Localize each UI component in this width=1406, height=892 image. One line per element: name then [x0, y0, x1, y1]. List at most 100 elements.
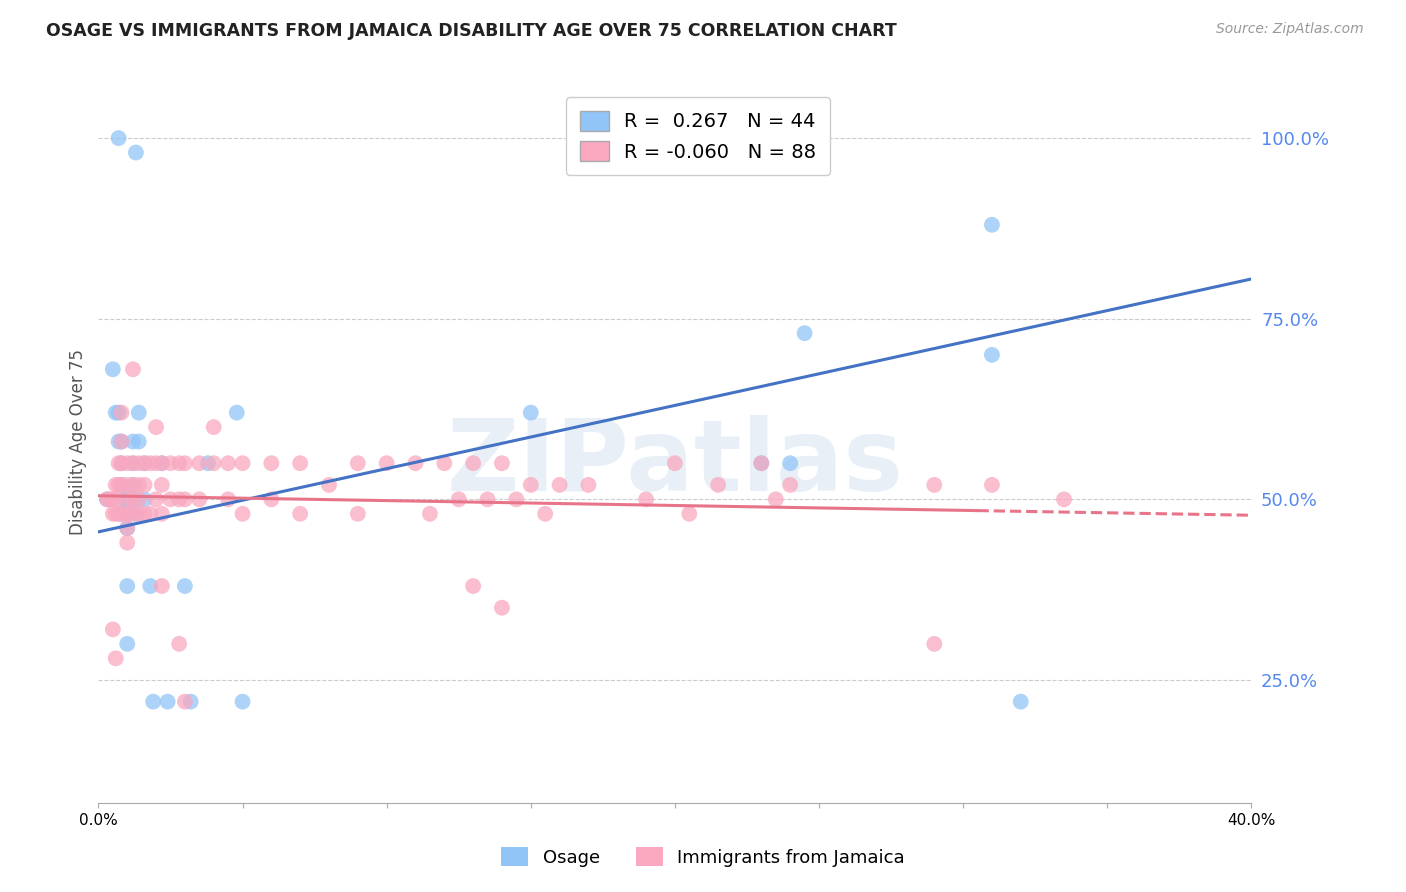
Point: [150, 579, 173, 593]
Point: [107, 434, 129, 449]
Point: [96, 492, 118, 507]
Point: [122, 456, 145, 470]
Point: [117, 507, 139, 521]
Point: [505, 492, 527, 507]
Point: [117, 478, 139, 492]
Point: [520, 478, 543, 492]
Legend: R =  0.267   N = 44, R = -0.060   N = 88: R = 0.267 N = 44, R = -0.060 N = 88: [567, 97, 830, 175]
Y-axis label: Disability Age Over 75: Disability Age Over 75: [69, 349, 87, 534]
Point: [107, 478, 129, 492]
Point: [477, 492, 499, 507]
Point: [375, 456, 398, 470]
Point: [981, 218, 1004, 232]
Point: [117, 521, 139, 535]
Point: [134, 507, 156, 521]
Point: [98, 492, 121, 507]
Point: [101, 507, 124, 521]
Point: [134, 456, 156, 470]
Point: [107, 456, 129, 470]
Point: [159, 456, 181, 470]
Point: [128, 406, 150, 420]
Point: [110, 434, 132, 449]
Point: [150, 456, 173, 470]
Point: [461, 456, 484, 470]
Point: [117, 492, 139, 507]
Point: [779, 478, 801, 492]
Point: [145, 492, 167, 507]
Point: [110, 478, 132, 492]
Point: [104, 507, 127, 521]
Point: [981, 348, 1004, 362]
Point: [678, 507, 700, 521]
Point: [110, 507, 132, 521]
Point: [664, 456, 686, 470]
Point: [142, 695, 165, 709]
Point: [117, 456, 139, 470]
Point: [231, 456, 254, 470]
Point: [447, 492, 470, 507]
Point: [122, 456, 145, 470]
Point: [117, 507, 139, 521]
Text: Source: ZipAtlas.com: Source: ZipAtlas.com: [1216, 22, 1364, 37]
Point: [117, 492, 139, 507]
Point: [110, 456, 132, 470]
Point: [110, 406, 132, 420]
Point: [260, 492, 283, 507]
Point: [167, 492, 190, 507]
Point: [520, 406, 543, 420]
Point: [117, 492, 139, 507]
Point: [101, 623, 124, 637]
Point: [346, 456, 368, 470]
Point: [765, 492, 787, 507]
Point: [107, 406, 129, 420]
Point: [167, 456, 190, 470]
Point: [1010, 695, 1032, 709]
Point: [139, 456, 162, 470]
Point: [225, 406, 247, 420]
Point: [104, 406, 127, 420]
Point: [188, 456, 211, 470]
Point: [104, 492, 127, 507]
Point: [924, 637, 946, 651]
Text: OSAGE VS IMMIGRANTS FROM JAMAICA DISABILITY AGE OVER 75 CORRELATION CHART: OSAGE VS IMMIGRANTS FROM JAMAICA DISABIL…: [46, 22, 897, 40]
Point: [981, 478, 1004, 492]
Point: [110, 478, 132, 492]
Point: [346, 507, 368, 521]
Point: [128, 507, 150, 521]
Point: [405, 456, 427, 470]
Point: [122, 507, 145, 521]
Point: [461, 579, 484, 593]
Point: [174, 456, 197, 470]
Point: [117, 492, 139, 507]
Point: [159, 492, 181, 507]
Point: [491, 600, 513, 615]
Point: [197, 456, 219, 470]
Point: [101, 492, 124, 507]
Point: [122, 434, 145, 449]
Point: [110, 507, 132, 521]
Point: [117, 637, 139, 651]
Point: [150, 478, 173, 492]
Point: [636, 492, 658, 507]
Point: [202, 420, 225, 434]
Point: [751, 456, 773, 470]
Point: [122, 478, 145, 492]
Point: [217, 492, 239, 507]
Point: [491, 456, 513, 470]
Point: [433, 456, 456, 470]
Point: [117, 521, 139, 535]
Point: [167, 637, 190, 651]
Point: [707, 478, 730, 492]
Point: [260, 456, 283, 470]
Point: [122, 478, 145, 492]
Point: [290, 456, 312, 470]
Point: [318, 478, 340, 492]
Point: [419, 507, 441, 521]
Text: ZIPatlas: ZIPatlas: [447, 415, 903, 512]
Point: [534, 507, 557, 521]
Point: [174, 579, 197, 593]
Point: [779, 456, 801, 470]
Point: [117, 535, 139, 549]
Point: [107, 507, 129, 521]
Point: [128, 492, 150, 507]
